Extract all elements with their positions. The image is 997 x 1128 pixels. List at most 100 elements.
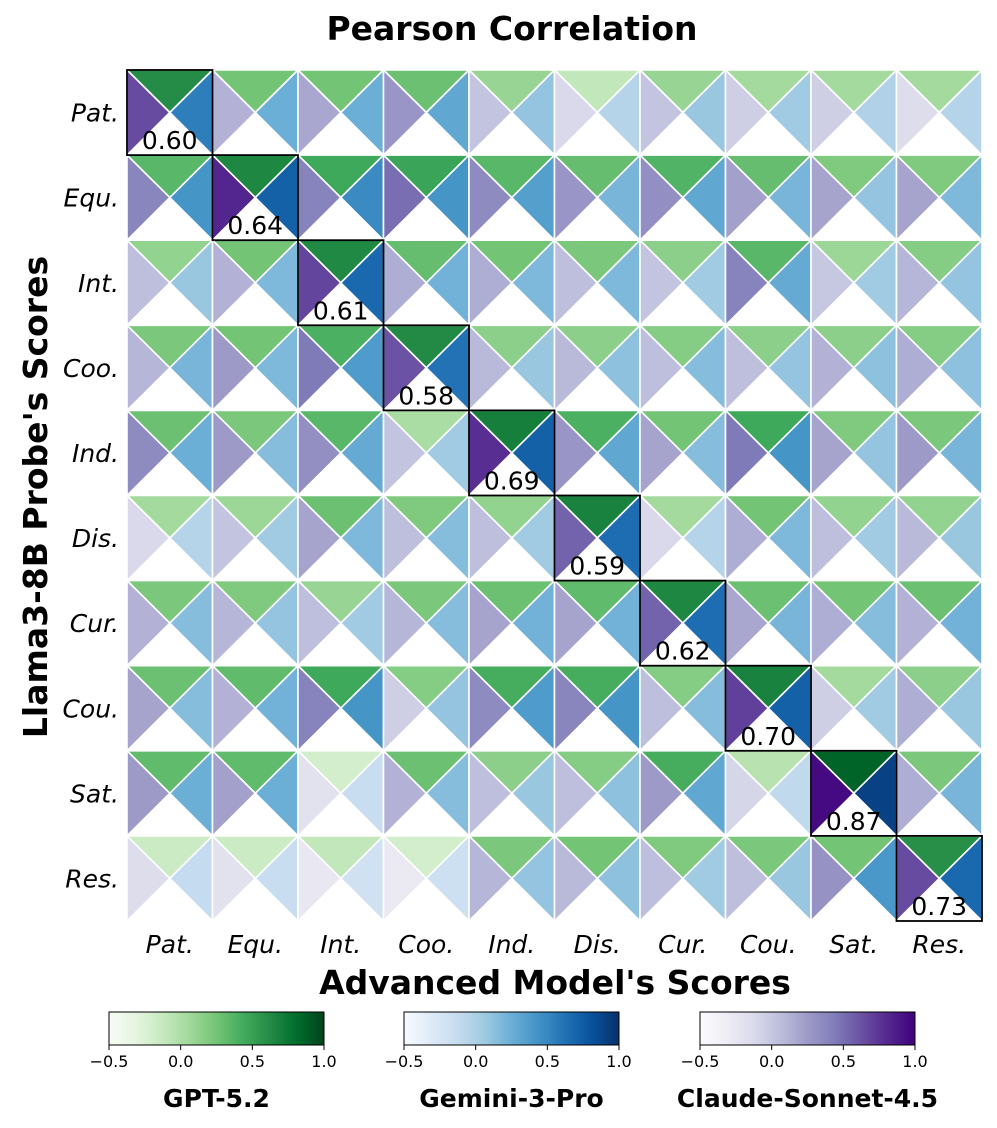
claude-sonnet-4-5-triangle [553,324,599,412]
claude-sonnet-4-5-triangle [126,494,171,582]
heatmap-cell [382,664,470,752]
claude-sonnet-4-5-triangle [382,154,428,241]
claude-sonnet-4-5-triangle [895,664,941,752]
x-tick-label: Equ. [228,930,283,959]
heatmap-cell [724,324,812,412]
claude-sonnet-4-5-triangle [724,154,770,241]
colorbar-title: Gemini-3-Pro [419,1084,603,1113]
claude-sonnet-4-5-triangle [211,749,257,837]
x-tick-label: Pat. [146,930,194,959]
y-tick-label: Coo. [63,354,119,383]
heatmap-cell [468,579,556,667]
claude-sonnet-4-5-triangle [553,239,599,327]
heatmap-cell [382,749,470,837]
claude-sonnet-4-5-triangle [810,579,855,667]
claude-sonnet-4-5-triangle [639,154,684,241]
x-tick-label: Cur. [658,930,707,959]
chart-title: Pearson Correlation [326,9,697,48]
claude-sonnet-4-5-triangle [126,579,171,667]
heatmap-cell [810,494,898,582]
heatmap-cell [639,69,727,156]
diagonal-highlight-box [639,579,727,667]
diagonal-highlights: 0.60 0.64 0.61 0.58 0.69 0.59 0.62 0.70 0.87 0.73 [126,69,983,922]
heatmap-cell [810,664,898,752]
heatmap-cell [810,409,898,497]
x-tick-label: Res. [912,930,966,959]
claude-sonnet-4-5-triangle [468,69,513,156]
claude-sonnet-4-5-triangle [639,239,684,327]
colorbar-tick-label: 0.0 [759,1052,784,1071]
heatmap-cell [468,835,556,922]
x-tick-label: Cou. [740,930,797,959]
heatmap-cell [810,579,898,667]
claude-sonnet-4-5-triangle [382,494,428,582]
claude-sonnet-4-5-triangle [553,664,599,752]
heatmap-cell [468,69,556,156]
y-tick-label: Sat. [70,779,119,808]
diagonal-value-label: 0.69 [484,467,540,496]
colorbar-title: GPT-5.2 [163,1084,270,1113]
heatmap-cell [126,494,214,582]
claude-sonnet-4-5-triangle [724,409,770,497]
heatmap-cell [639,324,727,412]
heatmap-cell [297,239,385,327]
y-tick-label: Dis. [72,524,119,553]
claude-sonnet-4-5-triangle [211,239,257,327]
claude-sonnet-4-5-triangle [211,409,257,497]
claude-sonnet-4-5-triangle [468,749,513,837]
heatmap-cell [724,749,812,837]
x-tick-labels: Pat. Equ. Int. Coo. Ind. Dis. Cur. Cou. Sat. Res. [146,930,966,959]
claude-sonnet-4-5-triangle [468,154,513,241]
heatmap-cell [895,239,983,327]
heatmap-cell [382,835,470,922]
colorbar-tick-label: 0.0 [168,1052,193,1071]
colorbar-gradient [403,1011,620,1046]
heatmap-cell [297,154,385,241]
claude-sonnet-4-5-triangle [468,579,513,667]
claude-sonnet-4-5-triangle [724,494,770,582]
claude-sonnet-4-5-triangle [382,835,428,922]
heatmap-cell [297,409,385,497]
heatmap-cell [297,69,385,156]
claude-sonnet-4-5-triangle [468,494,513,582]
diagonal-value-label: 0.87 [826,807,882,836]
colorbar-tick-label: 0.0 [463,1052,488,1071]
diagonal-highlight-box [382,324,470,412]
claude-sonnet-4-5-triangle [810,69,855,156]
claude-sonnet-4-5-triangle [895,324,941,412]
claude-sonnet-4-5-triangle [468,835,513,922]
claude-sonnet-4-5-triangle [724,69,770,156]
heatmap-cell [211,154,299,241]
claude-sonnet-4-5-triangle [639,664,684,752]
claude-sonnet-4-5-triangle [126,835,171,922]
colorbar-tick-label: −0.5 [681,1052,720,1071]
heatmap-cell [382,324,470,412]
claude-sonnet-4-5-triangle [724,749,770,837]
y-tick-label: Ind. [72,439,119,468]
claude-sonnet-4-5-triangle [895,69,941,156]
claude-sonnet-4-5-triangle [211,324,257,412]
heatmap-cell [895,494,983,582]
claude-sonnet-4-5-triangle [382,749,428,837]
colorbar-title: Claude-Sonnet-4.5 [677,1084,938,1113]
heatmap-cell [211,239,299,327]
diagonal-highlight-box [297,239,385,327]
heatmap-cell [810,324,898,412]
heatmap-cell [211,69,299,156]
claude-sonnet-4-5-triangle [297,409,342,497]
heatmap-cell [639,494,727,582]
diagonal-value-label: 0.70 [740,722,796,751]
heatmap-cell [382,579,470,667]
claude-sonnet-4-5-triangle [639,835,684,922]
heatmap-cell [126,579,214,667]
heatmap-cell [895,69,983,156]
claude-sonnet-4-5-triangle [211,494,257,582]
heatmap-cell [211,324,299,412]
colorbar-gradient [108,1011,325,1046]
heatmap-cell [382,154,470,241]
claude-sonnet-4-5-triangle [126,409,171,497]
heatmap-cell [553,579,641,667]
heatmap-cell [211,579,299,667]
